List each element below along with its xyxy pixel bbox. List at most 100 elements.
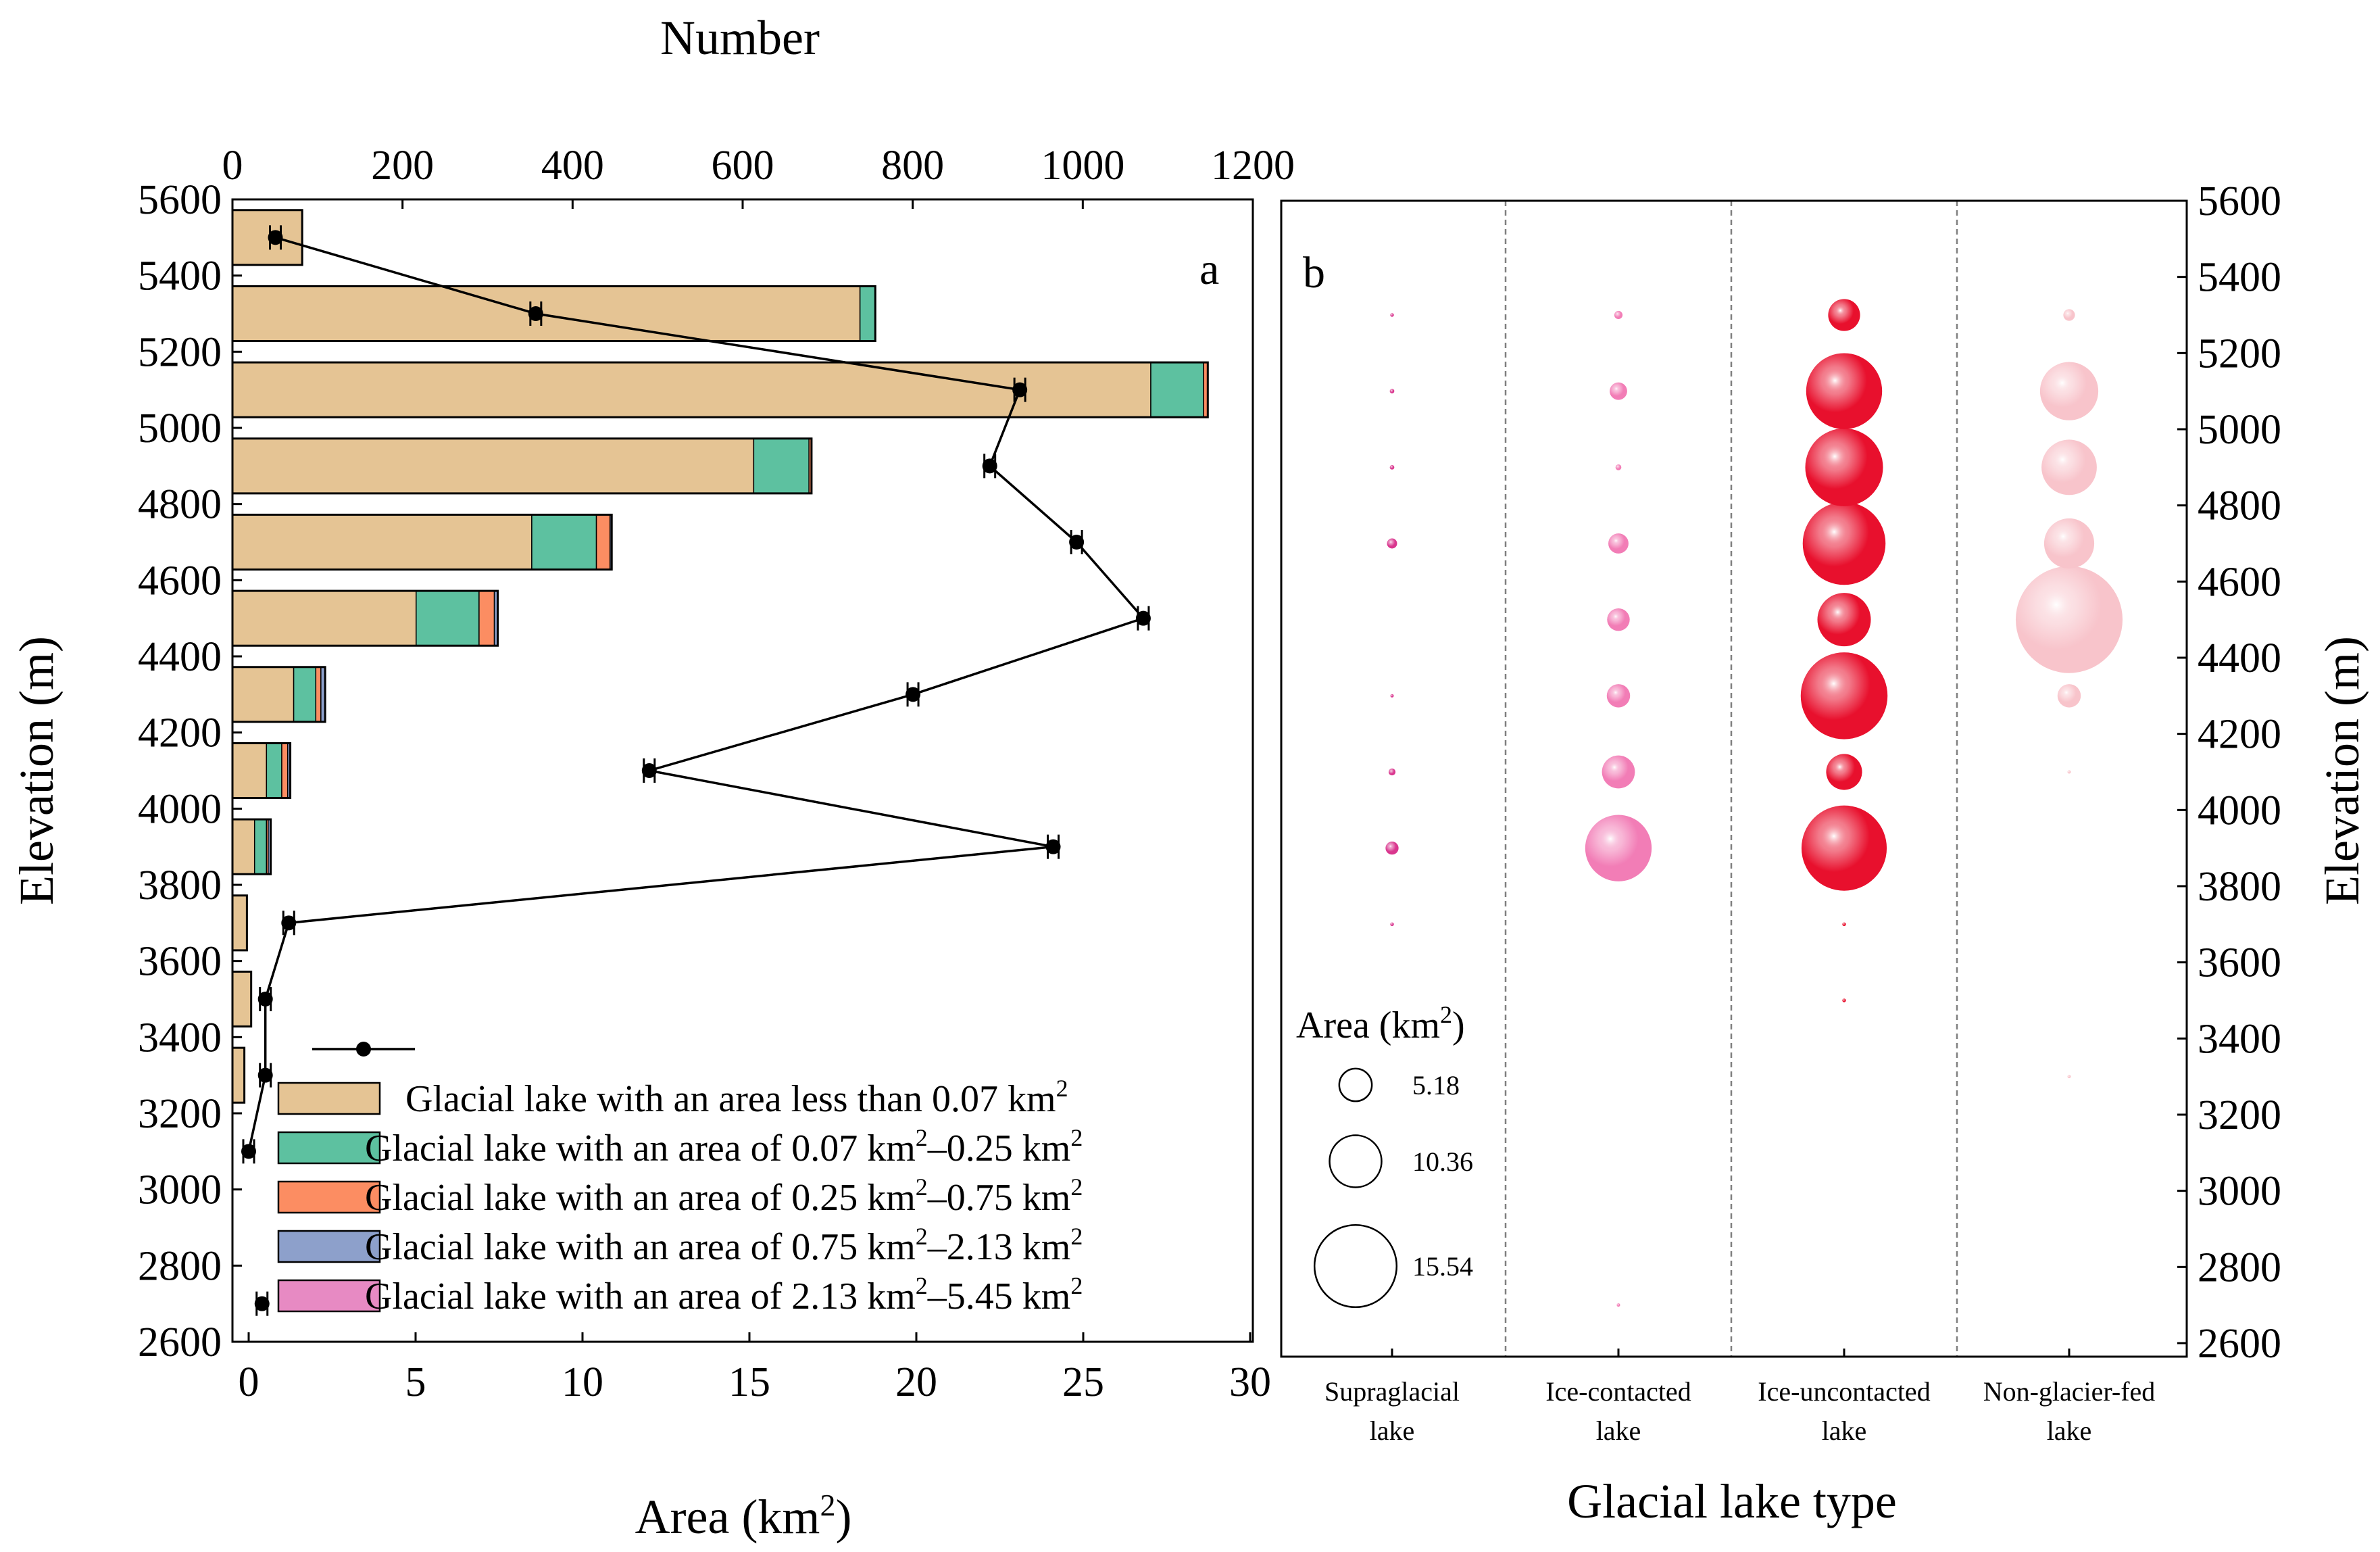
area-point xyxy=(1012,382,1028,397)
panel-b-label: b xyxy=(1303,248,1325,297)
y-tick-label: 5000 xyxy=(2198,407,2281,453)
bubble xyxy=(1585,815,1652,881)
y-tick-label: 4000 xyxy=(138,786,222,832)
bubble xyxy=(2041,439,2097,495)
y-tick-label: 4400 xyxy=(138,634,222,680)
bubble xyxy=(1385,842,1399,855)
panel-a-number-ticks: 0 200 400 600 800 1000 1200 xyxy=(222,143,1295,209)
legend-label-text: Glacial lake with an area of 2.13 km xyxy=(365,1276,916,1317)
area-point xyxy=(528,306,543,321)
category-label-line1: Non-glacier-fed xyxy=(1983,1376,2156,1407)
area-tick-label: 15 xyxy=(728,1359,770,1405)
bubble xyxy=(2039,362,2099,420)
y-tick-label: 3400 xyxy=(2198,1016,2281,1062)
y-tick-label: 4200 xyxy=(2198,712,2281,758)
bar-segment xyxy=(232,285,861,342)
size-legend-circle xyxy=(1338,1067,1373,1102)
size-legend-label: 5.18 xyxy=(1412,1070,1460,1100)
legend-swatch xyxy=(277,1230,381,1263)
number-tick-label: 600 xyxy=(712,143,774,189)
bottom-axis-title-end: ) xyxy=(835,1490,851,1544)
y-tick-label: 4800 xyxy=(138,482,222,528)
category-label-line1: Supraglacial xyxy=(1324,1376,1460,1407)
y-tick-label: 3000 xyxy=(138,1167,222,1213)
bubble xyxy=(1387,538,1397,549)
category-label-line2: lake xyxy=(2047,1415,2092,1446)
panel-a-y-axis-title: Elevation (m) xyxy=(9,636,64,905)
panel-a-label: a xyxy=(1199,245,1219,294)
size-legend-title-sup: 2 xyxy=(1440,1001,1452,1028)
bubble xyxy=(1828,299,1860,331)
legend-label-text: Glacial lake with an area of 0.75 km xyxy=(365,1226,916,1268)
bar-segment xyxy=(232,210,303,266)
category-label-line1: Ice-uncontacted xyxy=(1758,1376,1930,1407)
legend-label-sup: 2 xyxy=(916,1173,928,1201)
size-legend-title-end: ) xyxy=(1452,1004,1465,1046)
legend-swatch xyxy=(277,1180,381,1214)
bar-segment xyxy=(416,590,480,646)
legend-label-text: Glacial lake with an area less than 0.07… xyxy=(405,1078,1056,1120)
area-point xyxy=(1045,839,1061,854)
bar-segment xyxy=(232,362,1151,418)
legend-label-sup: 2 xyxy=(916,1223,928,1250)
bubble xyxy=(1800,652,1888,739)
legend-label-sup: 2 xyxy=(1070,1173,1083,1201)
number-tick-label: 0 xyxy=(222,143,243,189)
legend-label-text: Glacial lake with an area of 0.07 km xyxy=(365,1127,916,1169)
bar-segment xyxy=(753,438,810,494)
y-tick-label: 3000 xyxy=(2198,1169,2281,1215)
panel-b-y-ticks: 2600 2800 3000 3200 3400 3600 3800 4000 4200 4400… xyxy=(2177,178,2281,1367)
bar-segment xyxy=(232,819,255,875)
panel-b-size-legend: Area (km2) 5.18 10.36 15.54 xyxy=(1296,1001,1473,1309)
bar-segment xyxy=(293,666,317,723)
bubble xyxy=(2057,684,2081,708)
bubble xyxy=(2015,566,2123,673)
y-tick-label: 3600 xyxy=(2198,940,2281,986)
bubble xyxy=(1817,593,1871,647)
area-tick-label: 20 xyxy=(895,1359,937,1405)
y-tick-label: 4600 xyxy=(2198,559,2281,605)
legend-label-range: –2.13 km xyxy=(927,1226,1071,1268)
y-tick-label: 2800 xyxy=(138,1243,222,1289)
bar-segment xyxy=(232,666,295,723)
y-tick-label: 3400 xyxy=(138,1015,222,1061)
bubble xyxy=(1826,754,1862,790)
category-label-line1: Ice-contacted xyxy=(1545,1376,1691,1407)
bottom-axis-title-main: Area (km xyxy=(635,1490,820,1544)
bar-segment xyxy=(232,895,248,951)
area-point xyxy=(1135,610,1151,626)
legend-label: Glacial lake with an area less than 0.07… xyxy=(405,1075,1068,1120)
area-tick-label: 30 xyxy=(1229,1359,1271,1405)
y-tick-label: 3800 xyxy=(138,863,222,908)
bubble xyxy=(1614,310,1623,320)
legend-label-text: Glacial lake with an area of 0.25 km xyxy=(365,1177,916,1219)
area-point xyxy=(268,230,283,245)
y-tick-label: 4000 xyxy=(2198,787,2281,833)
area-point xyxy=(281,915,297,931)
bubble xyxy=(1615,464,1622,470)
size-legend-label: 15.54 xyxy=(1412,1251,1473,1282)
legend-label: Glacial lake with an area of 0.25 km2–0.… xyxy=(365,1173,1083,1219)
y-tick-label: 2600 xyxy=(138,1319,222,1365)
y-tick-label: 4800 xyxy=(2198,483,2281,529)
area-point xyxy=(257,992,273,1007)
number-tick-label: 800 xyxy=(881,143,944,189)
bar-segment xyxy=(531,514,597,571)
area-tick-label: 5 xyxy=(405,1359,426,1405)
legend-label: Glacial lake with an area of 0.75 km2–2.… xyxy=(365,1223,1083,1268)
number-tick-label: 1000 xyxy=(1041,143,1124,189)
area-point xyxy=(1069,535,1085,550)
number-tick-label: 200 xyxy=(371,143,434,189)
bubble xyxy=(1602,755,1635,789)
legend-swatch xyxy=(277,1131,381,1165)
y-tick-label: 5400 xyxy=(138,253,222,299)
y-tick-label: 5600 xyxy=(2198,178,2281,224)
y-tick-label: 3200 xyxy=(138,1091,222,1137)
bubble xyxy=(1616,1303,1620,1307)
panel-b-plot-area xyxy=(1385,201,2123,1357)
bar-segment xyxy=(1150,362,1204,418)
bubble xyxy=(1607,608,1630,631)
bar-segment xyxy=(478,590,495,646)
category-label-line2: lake xyxy=(1822,1415,1867,1446)
